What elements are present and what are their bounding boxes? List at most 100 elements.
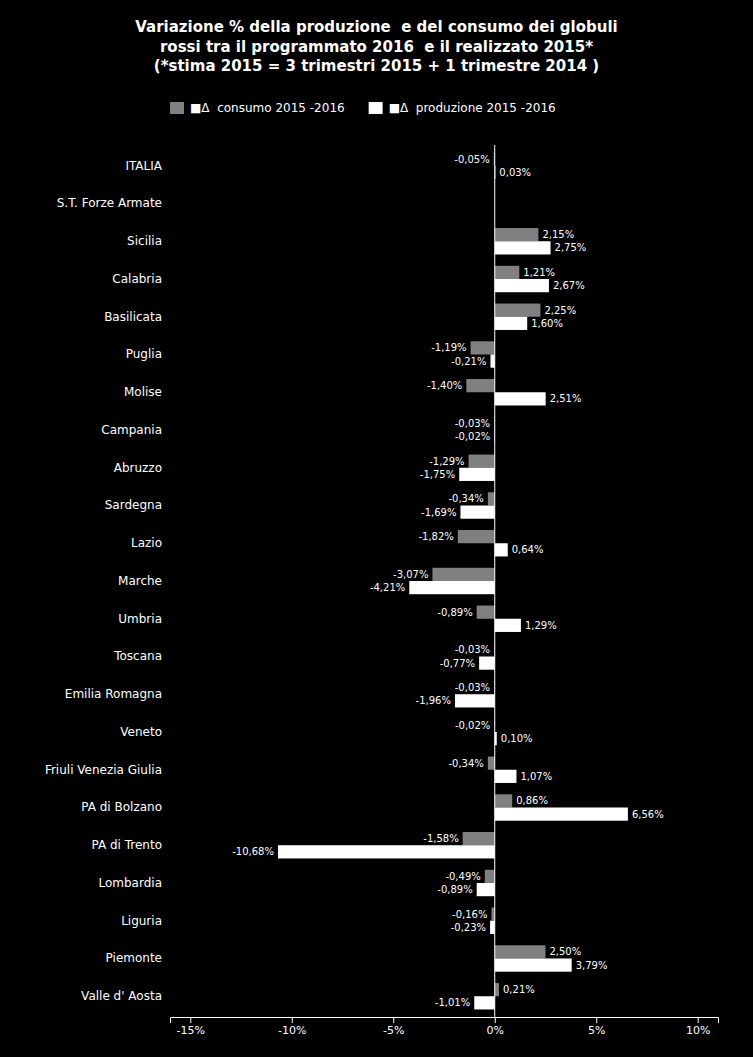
data-label: -0,03% (455, 682, 490, 693)
y-tick: Veneto (120, 725, 170, 739)
y-axis: ITALIA S.T. Forze Armate Sicilia Calabria Ba… (45, 159, 170, 1003)
x-axis-line (171, 1018, 719, 1024)
y-tick-label: S.T. Forze Armate (57, 196, 162, 210)
x-tick-label: -5% (383, 1024, 404, 1037)
bar (466, 379, 494, 392)
y-tick: Toscana (113, 649, 170, 663)
data-label: -0,23% (451, 922, 486, 933)
y-tick: Friuli Venezia Giulia (45, 763, 170, 777)
legend-item: ■Δ produzione 2015 -2016 (369, 101, 556, 115)
y-tick-label: Basilicata (104, 310, 162, 324)
bar (409, 581, 494, 594)
data-label: -0,89% (437, 884, 472, 895)
data-label: -4,21% (370, 582, 405, 593)
y-tick: PA di Bolzano (81, 800, 170, 814)
bar (469, 455, 495, 468)
data-label: -1,29% (429, 456, 464, 467)
data-label: 1,21% (523, 267, 555, 278)
x-tick-label: 5% (588, 1024, 605, 1037)
y-tick: Campania (101, 423, 170, 437)
y-tick: Lazio (131, 536, 170, 550)
y-tick-label: Liguria (121, 914, 162, 928)
bar (490, 921, 495, 934)
chart-container: Variazione % della produzione e del cons… (0, 0, 753, 1057)
data-label: 2,67% (553, 280, 585, 291)
data-label: -0,21% (451, 356, 486, 367)
bar (495, 958, 572, 971)
data-label: -1,75% (420, 469, 455, 480)
y-tick-label: Marche (118, 574, 162, 588)
y-tick-label: Toscana (113, 649, 162, 663)
legend-label: ■Δ consumo 2015 -2016 (190, 101, 345, 115)
y-tick: Piemonte (106, 951, 170, 965)
legend-swatch (170, 102, 184, 114)
y-tick: Abruzzo (114, 461, 170, 475)
y-tick-label: Puglia (126, 347, 162, 361)
bar (477, 883, 495, 896)
y-tick-label: ITALIA (125, 159, 162, 173)
x-tick-label: -10% (278, 1024, 306, 1037)
title-line: (*stima 2015 = 3 trimestri 2015 + 1 trim… (154, 57, 599, 75)
y-tick: Calabria (112, 272, 170, 286)
data-label: 0,03% (499, 167, 531, 178)
y-tick-label: PA di Trento (91, 838, 162, 852)
data-label: -1,01% (435, 997, 470, 1008)
legend-item: ■Δ consumo 2015 -2016 (170, 101, 345, 115)
x-tick-mark (393, 1017, 394, 1023)
legend: ■Δ consumo 2015 -2016 ■Δ produzione 2015 … (170, 101, 556, 115)
bar (495, 241, 551, 254)
x-tick-label: 10% (686, 1024, 710, 1037)
bar (495, 945, 546, 958)
data-label: 2,50% (549, 946, 581, 957)
y-tick-label: Lombardia (98, 876, 162, 890)
x-tick-mark (596, 1017, 597, 1023)
y-tick-label: Molise (124, 385, 162, 399)
data-label: 0,86% (516, 795, 548, 806)
title-line: Variazione % della produzione e del cons… (135, 18, 617, 36)
bar (471, 341, 495, 354)
bar (495, 543, 508, 556)
y-tick-label: Valle d' Aosta (81, 989, 162, 1003)
bar (455, 694, 495, 707)
title: Variazione % della produzione e del cons… (135, 18, 617, 75)
y-tick-label: Sicilia (127, 234, 162, 248)
legend-swatch (369, 102, 383, 114)
data-label: -1,96% (416, 695, 451, 706)
y-tick: Umbria (118, 612, 170, 626)
data-label: -0,03% (455, 644, 490, 655)
bar (458, 530, 495, 543)
bar (432, 568, 494, 581)
x-tick: 10% (686, 1017, 710, 1037)
bar (477, 606, 495, 619)
y-tick: Puglia (126, 347, 170, 361)
y-tick-label: Umbria (118, 612, 162, 626)
bar (495, 228, 539, 241)
data-label: -0,49% (445, 871, 480, 882)
data-label: 3,79% (576, 960, 608, 971)
bar (495, 317, 527, 330)
data-label: 2,15% (542, 229, 574, 240)
bar (495, 266, 520, 279)
x-tick-mark (698, 1017, 699, 1023)
bar (485, 870, 495, 883)
x-tick: -10% (278, 1017, 306, 1037)
x-tick-label: -15% (177, 1024, 205, 1037)
y-tick-label: PA di Bolzano (81, 800, 162, 814)
y-tick: Valle d' Aosta (81, 989, 170, 1003)
y-tick-label: Sardegna (105, 498, 162, 512)
bar (495, 794, 512, 807)
bar (479, 656, 495, 669)
y-tick-label: Abruzzo (114, 461, 162, 475)
data-label: -0,02% (455, 431, 490, 442)
x-tick: -15% (177, 1017, 205, 1037)
y-tick: Marche (118, 574, 170, 588)
x-tick-mark (495, 1017, 496, 1023)
data-label: -1,69% (421, 507, 456, 518)
data-label: 1,07% (520, 771, 552, 782)
y-tick-label: Piemonte (106, 951, 162, 965)
y-tick-label: Veneto (120, 725, 162, 739)
bar (495, 770, 517, 783)
background (0, 0, 753, 1057)
data-label: -0,77% (440, 658, 475, 669)
data-label: -0,05% (454, 154, 489, 165)
